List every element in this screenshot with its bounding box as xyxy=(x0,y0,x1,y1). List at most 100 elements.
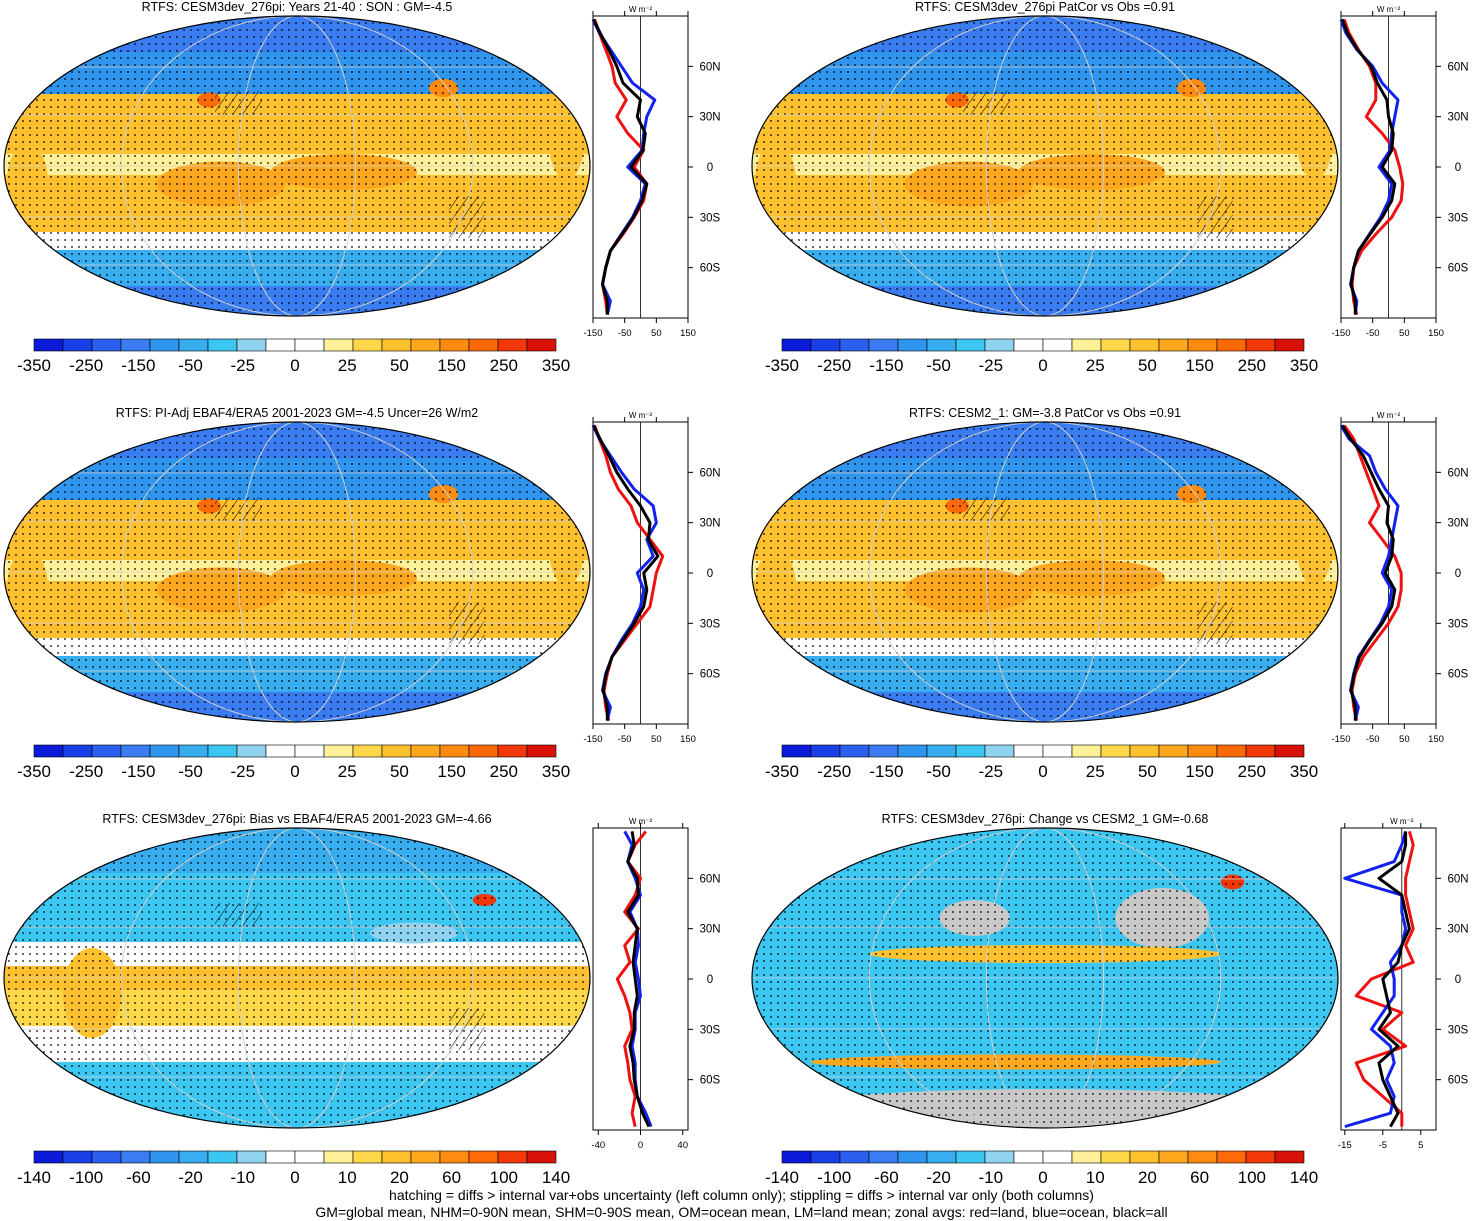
lat-label: 60S xyxy=(700,669,721,681)
meridian-line xyxy=(868,16,1222,316)
colorbar-swatch xyxy=(926,744,957,758)
colorbar-label: 50 xyxy=(1138,762,1157,781)
footer-line-2: GM=global mean, NHM=0-90N mean, SHM=0-90… xyxy=(315,1204,1168,1220)
colorbar-swatch xyxy=(323,744,354,758)
colorbar: -350 -250 -150 -50 -25 0 25 50 150 250 350 xyxy=(17,338,570,375)
meridian-line xyxy=(868,828,1222,1128)
colorbar: -350 -250 -150 -50 -25 0 25 50 150 250 350 xyxy=(765,744,1318,781)
value-tick-label: 150 xyxy=(680,734,696,745)
colorbar-label: 50 xyxy=(1138,356,1157,375)
colorbar-swatch xyxy=(839,744,870,758)
lat-label: 30N xyxy=(699,518,720,530)
colorbar-swatch xyxy=(178,338,209,352)
colorbar-swatch xyxy=(381,338,412,352)
colorbar-swatch xyxy=(149,1150,180,1164)
colorbar-swatch xyxy=(1274,1150,1305,1164)
colorbar-label: -100 xyxy=(817,1168,851,1187)
colorbar-label: 250 xyxy=(1238,762,1266,781)
colorbar-label: 140 xyxy=(542,1168,570,1187)
colorbar-swatch xyxy=(1129,1150,1160,1164)
zonal-line-all xyxy=(1341,424,1397,721)
colorbar-swatch xyxy=(381,744,412,758)
colorbar-label: -20 xyxy=(926,1168,951,1187)
colorbar-swatch xyxy=(526,744,557,758)
colorbar-label: 350 xyxy=(1290,762,1318,781)
colorbar-swatch xyxy=(33,338,64,352)
colorbar-swatch xyxy=(526,338,557,352)
colorbar-swatch xyxy=(62,338,93,352)
zonal-line-all xyxy=(592,18,649,315)
colorbar-swatch xyxy=(926,1150,957,1164)
colorbar-swatch xyxy=(1158,1150,1189,1164)
colorbar: -140 -100 -60 -20 -10 0 10 20 60 100 140 xyxy=(17,1150,570,1187)
colorbar-label: -25 xyxy=(979,356,1004,375)
lat-label: 30S xyxy=(1448,212,1469,224)
zonal-mean-plot: W m⁻² 60N 30N 0 30S 60S -40 0 40 xyxy=(591,817,720,1151)
colorbar-label: 25 xyxy=(1086,356,1105,375)
colorbar-label: 150 xyxy=(1185,356,1213,375)
colorbar-label: 60 xyxy=(1190,1168,1209,1187)
colorbar-swatch xyxy=(955,744,986,758)
colorbar-label: -140 xyxy=(765,1168,799,1187)
value-tick-label: 150 xyxy=(1428,734,1444,745)
colorbar-swatch xyxy=(526,1150,557,1164)
colorbar-swatch xyxy=(265,338,296,352)
graticule xyxy=(752,16,1338,316)
colorbar-swatch xyxy=(955,1150,986,1164)
colorbar-swatch xyxy=(897,1150,928,1164)
panel-title: RTFS: CESM3dev_276pi: Bias vs EBAF4/ERA5… xyxy=(102,812,492,826)
colorbar-label: -250 xyxy=(817,356,851,375)
meridian-line xyxy=(237,422,356,722)
colorbar-label: -60 xyxy=(126,1168,151,1187)
colorbar-swatch xyxy=(1013,1150,1044,1164)
colorbar-label: -25 xyxy=(979,762,1004,781)
hatching xyxy=(962,497,1010,521)
value-tick-label: 50 xyxy=(1399,734,1410,745)
panel-6: RTFS: CESM3dev_276pi: Change vs CESM2_1 … xyxy=(748,812,1483,1212)
zonal-unit-label: W m⁻² xyxy=(1377,5,1401,14)
colorbar-swatch xyxy=(1245,1150,1276,1164)
colorbar-swatch xyxy=(265,1150,296,1164)
colorbar-swatch xyxy=(897,338,928,352)
zonal-line-all xyxy=(592,424,660,721)
zonal-line-all xyxy=(626,831,651,1128)
colorbar-swatch xyxy=(294,338,325,352)
panel-2: RTFS: CESM3dev_276pi PatCor vs Obs =0.91… xyxy=(748,0,1483,400)
colorbar-swatch xyxy=(323,1150,354,1164)
lat-label: 30N xyxy=(1447,112,1468,124)
panel-4: RTFS: CESM2_1: GM=-3.8 PatCor vs Obs =0.… xyxy=(748,406,1483,806)
colorbar-label: -60 xyxy=(874,1168,899,1187)
colorbar-swatch xyxy=(984,744,1015,758)
lat-label: 60N xyxy=(1447,61,1468,73)
colorbar-swatch xyxy=(810,338,841,352)
lat-label: 60N xyxy=(699,467,720,479)
colorbar-swatch xyxy=(497,338,528,352)
colorbar-label: -50 xyxy=(926,762,951,781)
colorbar-swatch xyxy=(497,744,528,758)
lat-label: 30S xyxy=(700,1024,721,1036)
colorbar-swatch xyxy=(868,744,899,758)
lat-label: 30S xyxy=(1448,618,1469,630)
lat-label: 60N xyxy=(699,873,720,885)
colorbar-label: 50 xyxy=(390,762,409,781)
hatching xyxy=(214,91,262,115)
lat-label: 60S xyxy=(1448,263,1469,275)
colorbar-swatch xyxy=(984,338,1015,352)
colorbar-swatch xyxy=(781,1150,812,1164)
map-field xyxy=(4,828,590,1128)
value-tick-label: 5 xyxy=(1418,1140,1423,1151)
colorbar-swatch xyxy=(1013,338,1044,352)
zonal-line-ocean xyxy=(1343,830,1408,1129)
colorbar-swatch xyxy=(1274,744,1305,758)
colorbar-swatch xyxy=(781,338,812,352)
colorbar-swatch xyxy=(497,1150,528,1164)
colorbar-swatch xyxy=(868,1150,899,1164)
colorbar-swatch xyxy=(468,338,499,352)
colorbar-swatch xyxy=(352,1150,383,1164)
value-tick-label: 50 xyxy=(651,734,662,745)
colorbar-label: -150 xyxy=(121,762,155,781)
colorbar-swatch xyxy=(1216,338,1247,352)
colorbar-label: -50 xyxy=(178,356,203,375)
footer-line-1: hatching = diffs > internal var+obs unce… xyxy=(389,1187,1094,1203)
